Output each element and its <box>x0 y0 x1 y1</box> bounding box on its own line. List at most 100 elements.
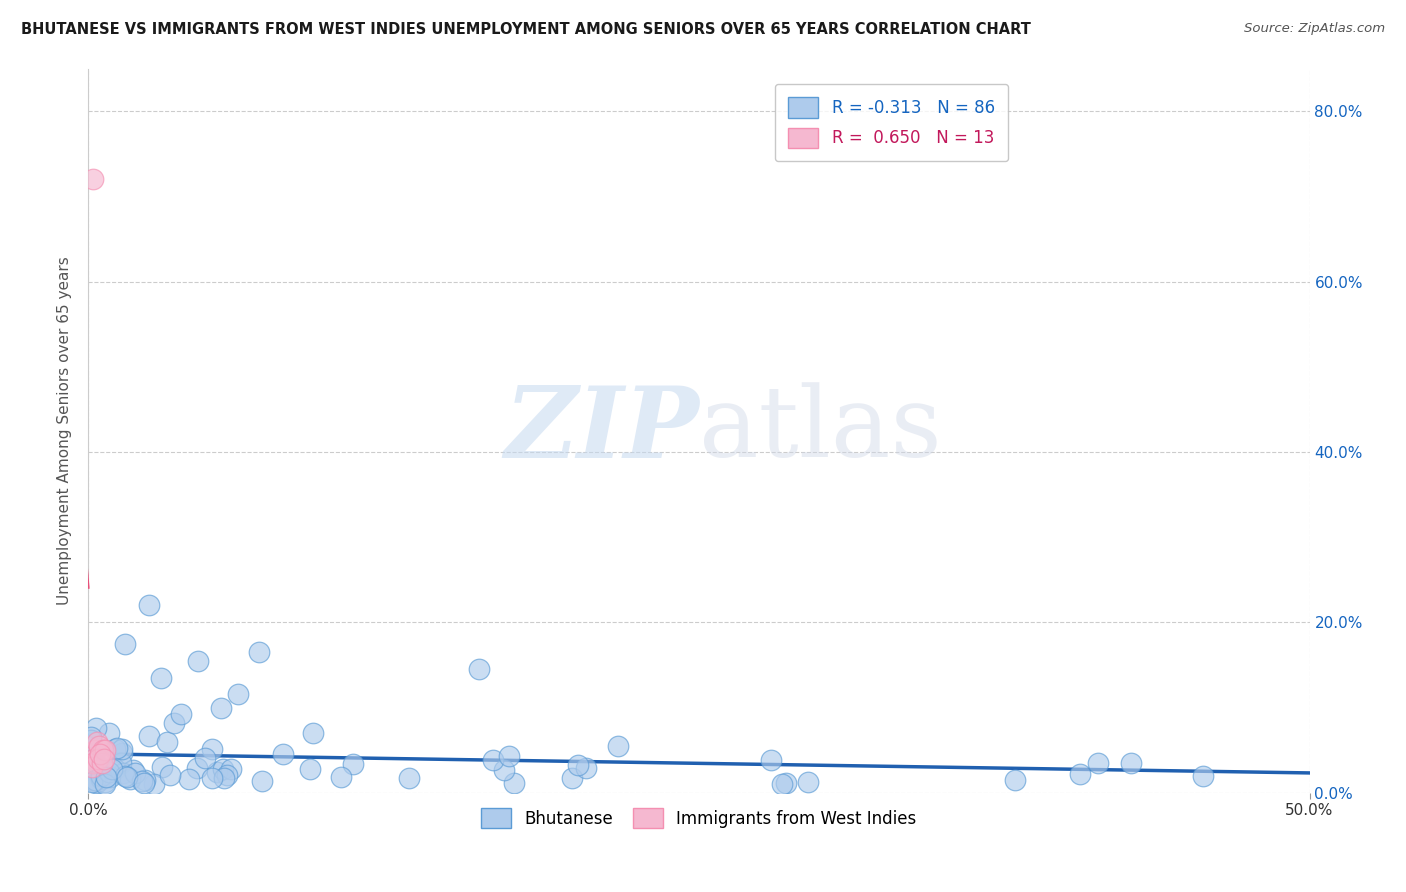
Point <box>115 770 138 784</box>
Text: Source: ZipAtlas.com: Source: ZipAtlas.com <box>1244 22 1385 36</box>
Point <box>211 762 233 776</box>
Point <box>575 761 598 775</box>
Point <box>94 775 117 789</box>
Point <box>1119 756 1142 770</box>
Point <box>111 742 134 756</box>
Point <box>302 726 325 740</box>
Point <box>89 739 111 753</box>
Point <box>82 756 104 770</box>
Point <box>209 701 232 715</box>
Point <box>134 773 156 788</box>
Point <box>468 662 491 676</box>
Point <box>111 746 134 760</box>
Point <box>132 776 155 790</box>
Point <box>84 776 107 790</box>
Point <box>159 768 181 782</box>
Point <box>219 762 242 776</box>
Point <box>163 716 186 731</box>
Point <box>86 734 108 748</box>
Point <box>80 760 103 774</box>
Point <box>150 671 173 685</box>
Point <box>111 765 134 780</box>
Point <box>1087 756 1109 770</box>
Point <box>89 747 111 762</box>
Point <box>1069 767 1091 781</box>
Point <box>79 733 101 747</box>
Point <box>775 776 797 790</box>
Point <box>201 772 224 786</box>
Y-axis label: Unemployment Among Seniors over 65 years: Unemployment Among Seniors over 65 years <box>58 256 72 605</box>
Point <box>142 776 165 790</box>
Point <box>250 773 273 788</box>
Point <box>82 172 104 186</box>
Point <box>179 772 201 786</box>
Point <box>212 771 235 785</box>
Text: ZIP: ZIP <box>503 383 699 479</box>
Point <box>86 774 108 789</box>
Point <box>86 721 108 735</box>
Point <box>93 751 115 765</box>
Point <box>83 751 105 765</box>
Point <box>797 775 820 789</box>
Point <box>482 753 505 767</box>
Point <box>170 707 193 722</box>
Legend: Bhutanese, Immigrants from West Indies: Bhutanese, Immigrants from West Indies <box>474 801 924 835</box>
Point <box>124 765 146 780</box>
Point <box>90 756 112 770</box>
Point <box>80 774 103 789</box>
Point <box>104 742 127 756</box>
Point <box>498 749 520 764</box>
Point <box>114 769 136 783</box>
Point <box>138 729 160 743</box>
Point <box>205 765 228 780</box>
Point <box>398 772 420 786</box>
Point <box>104 762 127 776</box>
Point <box>87 751 110 765</box>
Point <box>90 769 112 783</box>
Point <box>342 757 364 772</box>
Point <box>100 770 122 784</box>
Point <box>120 772 142 786</box>
Point <box>131 774 153 789</box>
Point <box>770 777 793 791</box>
Point <box>79 761 101 775</box>
Point <box>79 730 101 744</box>
Text: BHUTANESE VS IMMIGRANTS FROM WEST INDIES UNEMPLOYMENT AMONG SENIORS OVER 65 YEAR: BHUTANESE VS IMMIGRANTS FROM WEST INDIES… <box>21 22 1031 37</box>
Point <box>97 726 120 740</box>
Point <box>105 740 128 755</box>
Point <box>91 743 114 757</box>
Point <box>759 753 782 767</box>
Point <box>110 756 132 770</box>
Point <box>298 762 321 776</box>
Point <box>84 743 107 757</box>
Point <box>138 599 160 613</box>
Point <box>201 742 224 756</box>
Point <box>79 747 101 761</box>
Point <box>215 767 238 781</box>
Point <box>247 645 270 659</box>
Point <box>226 687 249 701</box>
Point <box>98 765 121 780</box>
Point <box>101 763 124 777</box>
Point <box>84 772 107 787</box>
Point <box>96 770 118 784</box>
Point <box>83 747 105 761</box>
Point <box>94 777 117 791</box>
Point <box>561 771 583 785</box>
Point <box>156 735 179 749</box>
Point <box>84 756 107 770</box>
Text: atlas: atlas <box>699 383 942 478</box>
Point <box>1004 772 1026 787</box>
Point <box>187 654 209 668</box>
Point <box>94 743 117 757</box>
Point <box>90 772 112 786</box>
Point <box>607 739 630 753</box>
Point <box>567 758 589 772</box>
Point <box>150 759 173 773</box>
Point <box>494 763 516 777</box>
Point <box>90 769 112 783</box>
Point <box>186 761 208 775</box>
Point <box>271 747 294 761</box>
Point <box>114 636 136 650</box>
Point <box>1191 769 1213 783</box>
